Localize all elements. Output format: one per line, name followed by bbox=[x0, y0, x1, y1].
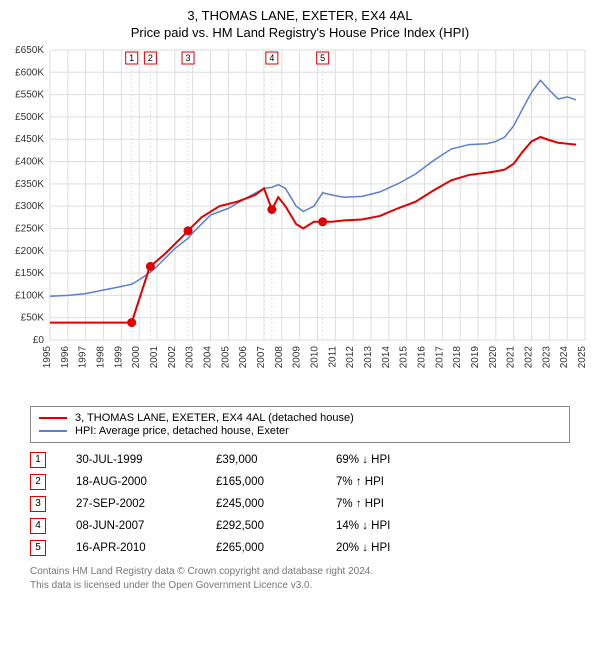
legend-label: HPI: Average price, detached house, Exet… bbox=[75, 425, 289, 437]
x-tick-label: 2021 bbox=[506, 346, 517, 369]
x-tick-label: 2005 bbox=[220, 346, 231, 369]
x-tick-label: 2011 bbox=[327, 346, 338, 368]
transaction-diff: 20% ↓ HPI bbox=[336, 542, 456, 554]
x-tick-label: 2016 bbox=[417, 346, 428, 369]
x-tick-label: 2000 bbox=[131, 346, 142, 369]
y-tick-label: £250K bbox=[15, 223, 44, 234]
legend-label: 3, THOMAS LANE, EXETER, EX4 4AL (detache… bbox=[75, 412, 354, 424]
x-tick-label: 2023 bbox=[541, 346, 552, 369]
transaction-row: 5 16-APR-2010£265,00020% ↓ HPI bbox=[30, 537, 570, 559]
x-tick-label: 2006 bbox=[238, 346, 249, 369]
transaction-price: £39,000 bbox=[216, 454, 336, 466]
footnote-line2: This data is licensed under the Open Gov… bbox=[30, 579, 570, 593]
legend: 3, THOMAS LANE, EXETER, EX4 4AL (detache… bbox=[30, 406, 570, 443]
footnote: Contains HM Land Registry data © Crown c… bbox=[30, 565, 570, 592]
transaction-diff: 69% ↓ HPI bbox=[336, 454, 456, 466]
transaction-date: 27-SEP-2002 bbox=[76, 498, 216, 510]
transaction-price: £292,500 bbox=[216, 520, 336, 532]
footnote-line1: Contains HM Land Registry data © Crown c… bbox=[30, 565, 570, 579]
x-tick-label: 2001 bbox=[149, 346, 160, 369]
y-tick-label: £200K bbox=[15, 246, 44, 257]
y-tick-label: £600K bbox=[15, 67, 44, 78]
titles: 3, THOMAS LANE, EXETER, EX4 4AL Price pa… bbox=[0, 0, 600, 40]
transaction-diff: 14% ↓ HPI bbox=[336, 520, 456, 532]
transaction-index-badge: 5 bbox=[30, 540, 46, 556]
x-tick-label: 1999 bbox=[113, 346, 124, 369]
x-tick-label: 1998 bbox=[96, 346, 107, 369]
svg-text:5: 5 bbox=[320, 53, 325, 63]
transaction-date: 08-JUN-2007 bbox=[76, 520, 216, 532]
title-sub: Price paid vs. HM Land Registry's House … bbox=[0, 25, 600, 40]
x-tick-label: 1996 bbox=[60, 346, 71, 369]
x-tick-label: 2020 bbox=[488, 346, 499, 369]
x-tick-label: 2012 bbox=[345, 346, 356, 369]
y-tick-label: £0 bbox=[33, 335, 45, 346]
legend-item: 3, THOMAS LANE, EXETER, EX4 4AL (detache… bbox=[39, 412, 561, 424]
x-tick-label: 2004 bbox=[203, 346, 214, 369]
price-marker bbox=[184, 227, 192, 235]
svg-text:2: 2 bbox=[148, 53, 153, 63]
y-tick-label: £550K bbox=[15, 90, 44, 101]
transactions-table: 1 30-JUL-1999£39,00069% ↓ HPI 2 18-AUG-2000… bbox=[30, 449, 570, 559]
x-tick-label: 2009 bbox=[292, 346, 303, 369]
legend-item: HPI: Average price, detached house, Exet… bbox=[39, 425, 561, 437]
x-tick-label: 2008 bbox=[274, 346, 285, 369]
x-tick-label: 2013 bbox=[363, 346, 374, 369]
transaction-price: £265,000 bbox=[216, 542, 336, 554]
transaction-row: 2 18-AUG-2000£165,0007% ↑ HPI bbox=[30, 471, 570, 493]
price-marker bbox=[319, 218, 327, 226]
legend-swatch bbox=[39, 417, 67, 419]
transaction-index-badge: 1 bbox=[30, 452, 46, 468]
transaction-price: £165,000 bbox=[216, 476, 336, 488]
y-tick-label: £400K bbox=[15, 157, 44, 168]
x-tick-label: 2003 bbox=[185, 346, 196, 369]
x-tick-label: 2002 bbox=[167, 346, 178, 369]
y-tick-label: £650K bbox=[15, 45, 44, 56]
price-marker bbox=[268, 206, 276, 214]
transaction-diff: 7% ↑ HPI bbox=[336, 476, 456, 488]
svg-text:4: 4 bbox=[269, 53, 274, 63]
y-tick-label: £300K bbox=[15, 201, 44, 212]
title-main: 3, THOMAS LANE, EXETER, EX4 4AL bbox=[0, 8, 600, 23]
price-marker bbox=[146, 262, 154, 270]
transaction-index-badge: 2 bbox=[30, 474, 46, 490]
chart-container: 3, THOMAS LANE, EXETER, EX4 4AL Price pa… bbox=[0, 0, 600, 592]
price-marker bbox=[128, 319, 136, 327]
transaction-price: £245,000 bbox=[216, 498, 336, 510]
svg-text:1: 1 bbox=[129, 53, 134, 63]
y-tick-label: £50K bbox=[21, 313, 45, 324]
transaction-diff: 7% ↑ HPI bbox=[336, 498, 456, 510]
legend-swatch bbox=[39, 430, 67, 432]
y-tick-label: £100K bbox=[15, 290, 44, 301]
transaction-index-badge: 3 bbox=[30, 496, 46, 512]
transaction-date: 30-JUL-1999 bbox=[76, 454, 216, 466]
x-tick-label: 1997 bbox=[78, 346, 89, 369]
x-tick-label: 2015 bbox=[399, 346, 410, 369]
x-tick-label: 2024 bbox=[559, 346, 570, 369]
transaction-row: 4 08-JUN-2007£292,50014% ↓ HPI bbox=[30, 515, 570, 537]
y-tick-label: £500K bbox=[15, 112, 44, 123]
transaction-row: 1 30-JUL-1999£39,00069% ↓ HPI bbox=[30, 449, 570, 471]
x-tick-label: 2022 bbox=[524, 346, 535, 369]
transaction-date: 16-APR-2010 bbox=[76, 542, 216, 554]
transaction-row: 3 27-SEP-2002£245,0007% ↑ HPI bbox=[30, 493, 570, 515]
transaction-index-badge: 4 bbox=[30, 518, 46, 534]
y-tick-label: £350K bbox=[15, 179, 44, 190]
x-tick-label: 2017 bbox=[434, 346, 445, 369]
price-chart: £0 £50K £100K £150K £200K £250K £300K £350K £400… bbox=[0, 40, 600, 400]
svg-text:3: 3 bbox=[186, 53, 191, 63]
x-tick-label: 2019 bbox=[470, 346, 481, 369]
x-tick-label: 2014 bbox=[381, 346, 392, 369]
x-tick-label: 1995 bbox=[42, 346, 53, 369]
x-tick-label: 2007 bbox=[256, 346, 267, 369]
x-tick-label: 2025 bbox=[577, 346, 588, 369]
y-tick-label: £150K bbox=[15, 268, 44, 279]
y-tick-label: £450K bbox=[15, 134, 44, 145]
x-tick-label: 2010 bbox=[310, 346, 321, 369]
x-tick-label: 2018 bbox=[452, 346, 463, 369]
transaction-date: 18-AUG-2000 bbox=[76, 476, 216, 488]
